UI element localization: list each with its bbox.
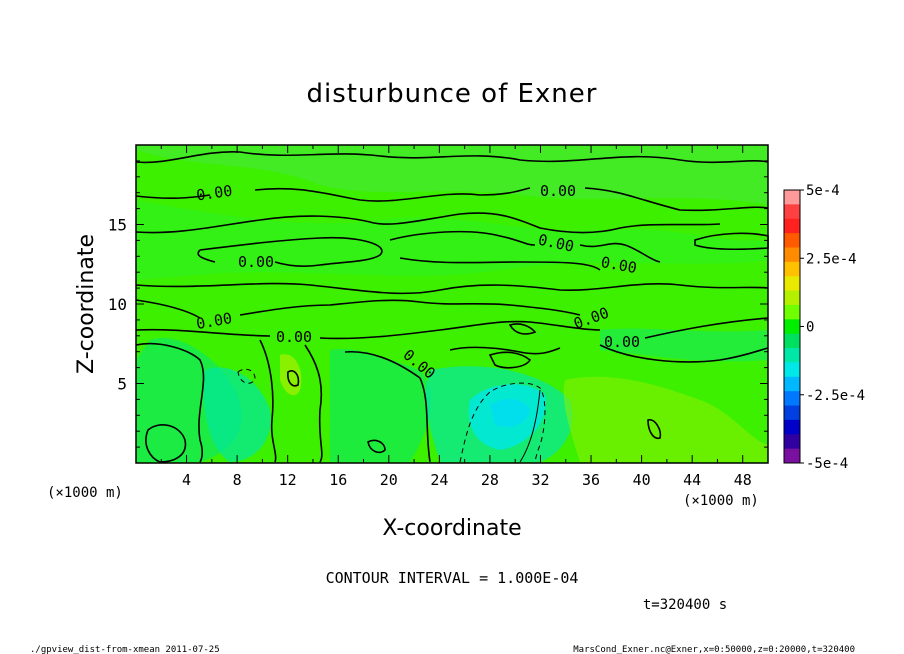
colorbar-swatch bbox=[784, 290, 800, 306]
y-axis-label: Z-coordinate bbox=[74, 234, 99, 374]
x-tick-label: 4 bbox=[182, 471, 191, 489]
colorbar-label: 0 bbox=[806, 320, 814, 336]
chart-title: disturbunce of Exner bbox=[307, 79, 598, 109]
colorbar-label: -5e-4 bbox=[806, 456, 848, 472]
colorbar-label: 2.5e-4 bbox=[806, 251, 857, 267]
x-tick-label: 28 bbox=[481, 471, 499, 489]
negative-contours bbox=[237, 368, 546, 463]
colorbar-swatch bbox=[784, 419, 800, 435]
colorbar-swatch bbox=[784, 319, 800, 335]
contour-lines bbox=[135, 151, 769, 463]
footer-right: MarsCond_Exner.nc@Exner,x=0:50000,z=0:20… bbox=[573, 645, 855, 654]
x-tick-label: 24 bbox=[430, 471, 448, 489]
y-axis-unit: (×1000 m) bbox=[47, 485, 123, 501]
colorbar-swatch bbox=[784, 376, 800, 392]
x-tick-label: 48 bbox=[734, 471, 752, 489]
contour-label: 0.00 bbox=[195, 182, 233, 205]
colorbar-swatch bbox=[784, 276, 800, 292]
x-axis-ticks: 4 8 12 16 20 24 28 32 36 40 44 48 bbox=[160, 145, 752, 489]
contour-label: 0.00 bbox=[540, 182, 576, 200]
x-tick-label: 8 bbox=[233, 471, 242, 489]
contour-label: 0.00 bbox=[600, 253, 639, 277]
contour-label: 0.00 bbox=[604, 333, 640, 351]
colorbar-swatch bbox=[784, 247, 800, 263]
contour-label: 0.00 bbox=[195, 309, 234, 333]
y-tick-label: 5 bbox=[117, 375, 127, 394]
y-axis-ticks: 5 10 15 bbox=[108, 160, 768, 448]
colorbar-swatch bbox=[784, 218, 800, 234]
colorbar-swatch bbox=[784, 190, 800, 205]
colorbar-swatch bbox=[784, 204, 800, 220]
colorbar-swatch bbox=[784, 348, 800, 363]
colorbar-swatch bbox=[784, 405, 800, 421]
x-tick-label: 36 bbox=[582, 471, 600, 489]
colorbar-swatch bbox=[784, 233, 800, 248]
x-tick-label: 40 bbox=[633, 471, 651, 489]
field-patches bbox=[136, 145, 768, 462]
y-tick-label: 15 bbox=[108, 216, 127, 235]
colorbar-swatch bbox=[784, 362, 800, 378]
x-axis-unit: (×1000 m) bbox=[683, 493, 759, 509]
colorbar-swatch bbox=[784, 448, 800, 464]
footer-left: ./gpview_dist-from-xmean 2011-07-25 bbox=[30, 645, 220, 654]
x-tick-label: 16 bbox=[329, 471, 347, 489]
x-tick-label: 12 bbox=[279, 471, 297, 489]
colorbar-swatch bbox=[784, 434, 800, 450]
x-tick-label: 20 bbox=[380, 471, 398, 489]
time-label: t=320400 s bbox=[643, 597, 727, 613]
colorbar-swatch bbox=[784, 261, 800, 277]
x-tick-label: 44 bbox=[683, 471, 701, 489]
contour-label: 0.00 bbox=[238, 253, 274, 271]
x-tick-label: 32 bbox=[531, 471, 549, 489]
colorbar-swatch bbox=[784, 333, 800, 349]
colorbar-labels: 5e-4 2.5e-4 0 -2.5e-4 -5e-4 bbox=[800, 183, 865, 472]
colorbar-label: -2.5e-4 bbox=[806, 388, 865, 404]
x-axis-label: X-coordinate bbox=[382, 516, 521, 541]
contour-interval: CONTOUR INTERVAL = 1.000E-04 bbox=[326, 569, 579, 587]
plot-area: 0.00 0.00 0.00 0.00 0.00 0.00 0.00 0.00 … bbox=[135, 144, 769, 464]
colorbar bbox=[783, 189, 801, 464]
y-tick-label: 10 bbox=[108, 295, 127, 314]
colorbar-swatch bbox=[784, 304, 800, 320]
contour-label: 0.00 bbox=[276, 328, 312, 346]
colorbar-label: 5e-4 bbox=[806, 183, 840, 199]
colorbar-swatch bbox=[784, 391, 800, 407]
